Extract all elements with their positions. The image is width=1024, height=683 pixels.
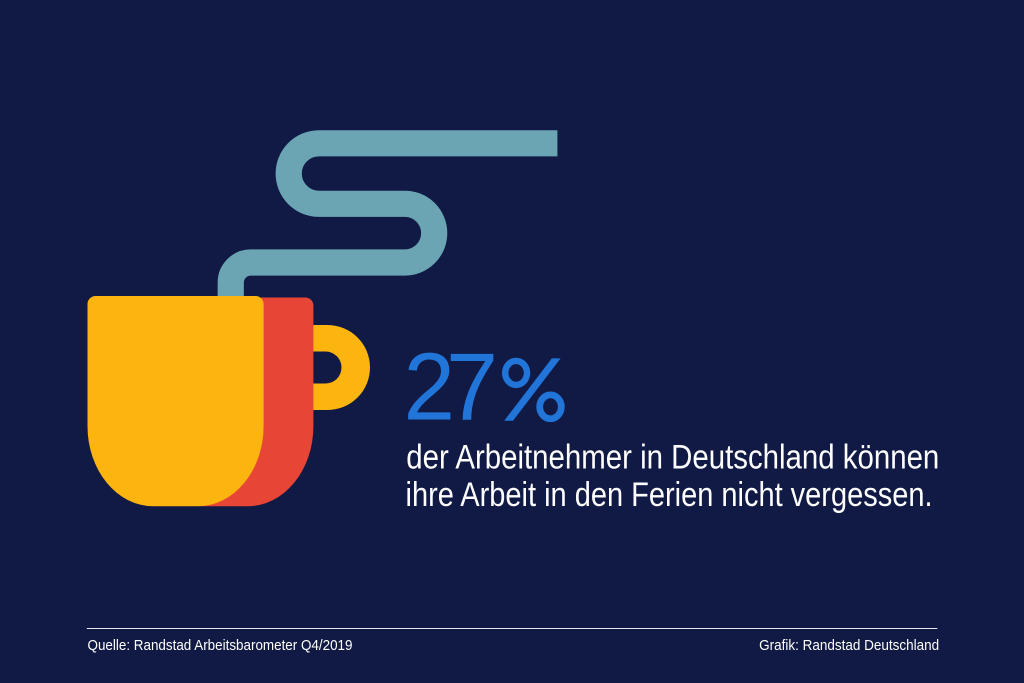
- svg-text:Grafik: Randstad Deutschland: Grafik: Randstad Deutschland: [759, 637, 939, 654]
- svg-text:7: 7: [446, 334, 498, 441]
- svg-text:ihre Arbeit in den Ferien nich: ihre Arbeit in den Ferien nicht vergesse…: [406, 476, 933, 514]
- svg-text:der Arbeitnehmer in Deutschlan: der Arbeitnehmer in Deutschland können: [406, 439, 939, 477]
- svg-text:Quelle: Randstad Arbeitsbarome: Quelle: Randstad Arbeitsbarometer Q4/201…: [88, 637, 353, 654]
- svg-text:2: 2: [404, 334, 456, 441]
